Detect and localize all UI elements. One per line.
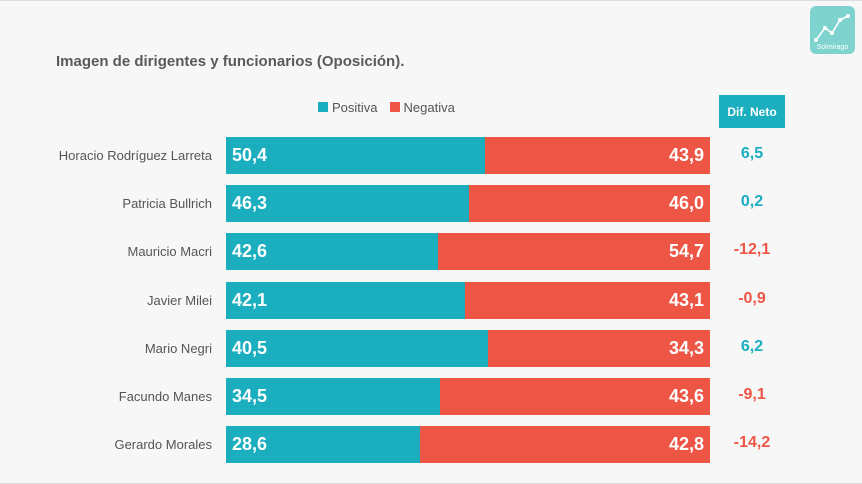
bar-positive: [226, 426, 420, 463]
dif-neto-value: -9,1: [738, 386, 766, 403]
dif-neto-value: -14,2: [733, 434, 771, 451]
chart-legend: Positiva Negativa: [318, 99, 467, 115]
row-label: Javier Milei: [146, 293, 212, 308]
bar-negative: [485, 137, 710, 174]
trend-line-icon: [814, 14, 850, 42]
row-label: Gerardo Morales: [114, 437, 212, 452]
bar-positive: [226, 137, 485, 174]
dif-neto-value: 0,2: [740, 193, 764, 210]
bar-positive: [226, 233, 438, 270]
legend-swatch-negative: [389, 102, 400, 112]
row-label: Horacio Rodríguez Larreta: [58, 148, 212, 163]
value-label-negative: 54,7: [668, 241, 704, 261]
bar-negative: [440, 378, 710, 415]
legend-label-positive: Positiva: [332, 99, 378, 115]
dif-neto-value: -0,9: [738, 290, 766, 307]
value-label-negative: 43,6: [668, 386, 704, 406]
value-label-negative: 43,1: [668, 290, 704, 310]
value-label-negative: 34,3: [668, 338, 704, 358]
legend-label-negative: Negativa: [403, 99, 455, 115]
dif-neto-value: 6,2: [740, 338, 764, 355]
value-label-positive: 42,6: [232, 241, 268, 261]
legend-item-negative: Negativa: [389, 99, 455, 115]
legend-swatch-positive: [318, 102, 328, 112]
value-label-positive: 40,5: [232, 338, 268, 358]
row-label: Patricia Bullrich: [122, 196, 212, 211]
logo-text: Solmirago: [816, 44, 849, 51]
bar-negative: [465, 282, 710, 319]
value-label-positive: 42,1: [232, 290, 268, 310]
bar-positive: [226, 282, 465, 319]
bar-negative: [469, 185, 710, 222]
value-label-positive: 50,4: [232, 145, 268, 165]
bar-positive: [226, 330, 488, 367]
dif-neto-header: Dif. Neto: [719, 95, 785, 128]
value-label-negative: 42,8: [668, 434, 704, 454]
row-label: Mauricio Macri: [127, 244, 212, 259]
value-label-positive: 28,6: [232, 434, 268, 454]
value-label-negative: 46,0: [668, 193, 704, 213]
row-label: Facundo Manes: [118, 389, 212, 404]
chart-title: Imagen de dirigentes y funcionarios (Opo…: [56, 53, 405, 70]
value-label-positive: 34,5: [232, 386, 268, 406]
brand-logo: Solmirago: [810, 6, 855, 54]
bar-negative: [488, 330, 710, 367]
bar-positive: [226, 378, 440, 415]
value-label-positive: 46,3: [232, 193, 268, 213]
row-label: Mario Negri: [144, 341, 212, 356]
dif-neto-value: -12,1: [733, 241, 771, 258]
legend-item-positive: Positiva: [318, 100, 378, 115]
bar-positive: [226, 185, 469, 222]
value-label-negative: 43,9: [668, 145, 704, 165]
bar-negative: [420, 426, 710, 463]
dif-neto-value: 6,5: [740, 145, 764, 162]
bar-negative: [438, 233, 710, 270]
